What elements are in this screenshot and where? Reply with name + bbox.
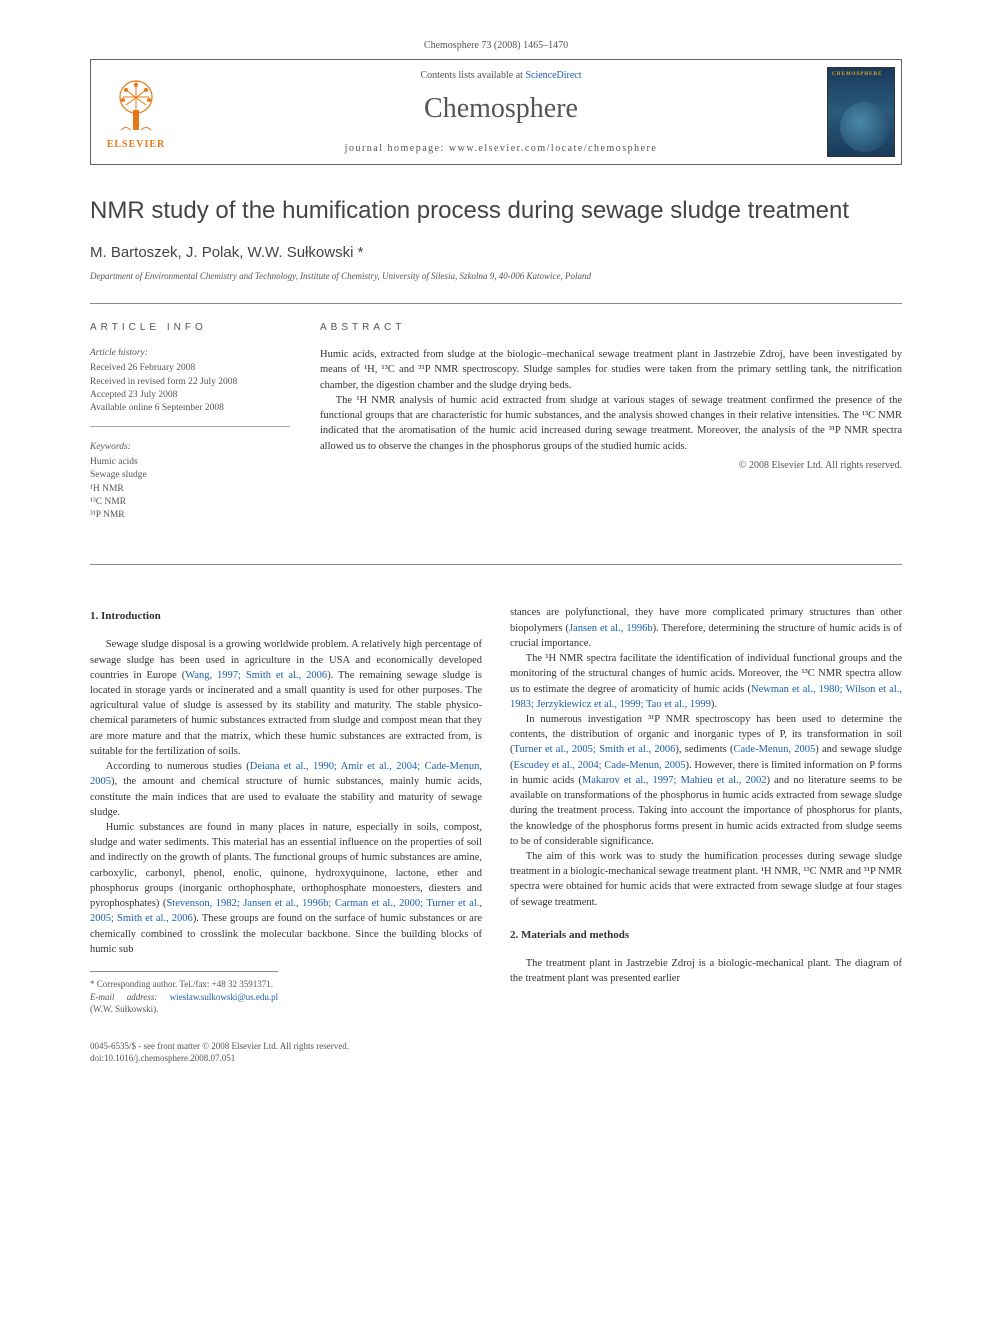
email-label: E-mail address: xyxy=(90,992,170,1002)
text-run: ). xyxy=(711,699,717,710)
cover-image: CHEMOSPHERE xyxy=(827,67,895,157)
citation-link[interactable]: Wang, 1997; Smith et al., 2006 xyxy=(185,670,327,681)
keyword-item: ¹H NMR xyxy=(90,483,290,496)
intro-p6: The aim of this work was to study the hu… xyxy=(510,849,902,910)
methods-heading: 2. Materials and methods xyxy=(510,928,902,944)
corr-email-line: E-mail address: wieslaw.sulkowski@us.edu… xyxy=(90,991,278,1016)
header-center: Contents lists available at ScienceDirec… xyxy=(181,60,821,164)
cover-title-text: CHEMOSPHERE xyxy=(832,72,890,77)
citation-link[interactable]: Cade-Menun, 2005 xyxy=(734,744,816,755)
abstract-column: ABSTRACT Humic acids, extracted from slu… xyxy=(320,322,902,546)
keywords-block: Keywords: Humic acids Sewage sludge ¹H N… xyxy=(90,441,290,533)
elsevier-tree-icon xyxy=(111,75,161,135)
journal-cover-thumb: CHEMOSPHERE xyxy=(821,60,901,164)
corr-author-line: * Corresponding author. Tel./fax: +48 32… xyxy=(90,978,278,991)
intro-heading: 1. Introduction xyxy=(90,609,482,625)
article-history-block: Article history: Received 26 February 20… xyxy=(90,347,290,426)
intro-p1: Sewage sludge disposal is a growing worl… xyxy=(90,637,482,759)
intro-p3-cont: stances are polyfunctional, they have mo… xyxy=(510,605,902,651)
intro-p4: The ¹H NMR spectra facilitate the identi… xyxy=(510,651,902,712)
text-run: ), the amount and chemical structure of … xyxy=(90,776,482,817)
citation-link[interactable]: Turner et al., 2005; Smith et al., 2006 xyxy=(514,744,676,755)
publisher-name: ELSEVIER xyxy=(107,139,166,150)
citation-link[interactable]: Jansen et al., 1996b xyxy=(569,623,653,634)
body-columns: 1. Introduction Sewage sludge disposal i… xyxy=(90,605,902,1015)
cover-globe-icon xyxy=(840,102,890,152)
affiliation-line: Department of Environmental Chemistry an… xyxy=(90,271,902,281)
contents-available-line: Contents lists available at ScienceDirec… xyxy=(420,70,581,81)
citation-link[interactable]: Escudey et al., 2004; Cade-Menun, 2005 xyxy=(514,760,686,771)
corresponding-footnote: * Corresponding author. Tel./fax: +48 32… xyxy=(90,971,278,1016)
abstract-p1: Humic acids, extracted from sludge at th… xyxy=(320,347,902,393)
email-suffix: (W.W. Sułkowski). xyxy=(90,1004,158,1014)
intro-p2: According to numerous studies (Deiana et… xyxy=(90,759,482,820)
history-revised: Received in revised form 22 July 2008 xyxy=(90,376,290,389)
footer-doi: doi:10.1016/j.chemosphere.2008.07.051 xyxy=(90,1052,902,1065)
text-run: According to numerous studies ( xyxy=(106,761,250,772)
email-link[interactable]: wieslaw.sulkowski@us.edu.pl xyxy=(170,992,278,1002)
authors-line: M. Bartoszek, J. Polak, W.W. Sułkowski * xyxy=(90,244,902,261)
footer-front-matter: 0045-6535/$ - see front matter © 2008 El… xyxy=(90,1040,902,1053)
article-title: NMR study of the humification process du… xyxy=(90,195,902,226)
citation-line: Chemosphere 73 (2008) 1465–1470 xyxy=(90,40,902,51)
keyword-item: ³¹P NMR xyxy=(90,509,290,522)
journal-name: Chemosphere xyxy=(424,93,578,125)
article-info-label: ARTICLE INFO xyxy=(90,322,290,333)
abstract-p2: The ¹H NMR analysis of humic acid extrac… xyxy=(320,393,902,454)
history-heading: Article history: xyxy=(90,347,290,360)
text-run: ). The remaining sewage sludge is locate… xyxy=(90,670,482,757)
journal-homepage-line: journal homepage: www.elsevier.com/locat… xyxy=(345,143,658,154)
journal-header-box: ELSEVIER Contents lists available at Sci… xyxy=(90,59,902,165)
intro-p5: In numerous investigation ³¹P NMR spectr… xyxy=(510,712,902,849)
abstract-label: ABSTRACT xyxy=(320,322,902,333)
keyword-item: Humic acids xyxy=(90,456,290,469)
abstract-text: Humic acids, extracted from sludge at th… xyxy=(320,347,902,454)
keywords-heading: Keywords: xyxy=(90,441,290,454)
contents-prefix: Contents lists available at xyxy=(420,70,525,81)
text-run: ), sediments ( xyxy=(675,744,733,755)
text-run: Humic substances are found in many place… xyxy=(90,822,482,909)
citation-link[interactable]: Makarov et al., 1997; Mahieu et al., 200… xyxy=(582,775,767,786)
history-accepted: Accepted 23 July 2008 xyxy=(90,389,290,402)
keyword-item: ¹³C NMR xyxy=(90,496,290,509)
page-footer: 0045-6535/$ - see front matter © 2008 El… xyxy=(90,1040,902,1065)
sciencedirect-link[interactable]: ScienceDirect xyxy=(525,70,581,81)
history-received: Received 26 February 2008 xyxy=(90,362,290,375)
keyword-item: Sewage sludge xyxy=(90,469,290,482)
publisher-logo-block: ELSEVIER xyxy=(91,60,181,164)
abstract-copyright: © 2008 Elsevier Ltd. All rights reserved… xyxy=(320,460,902,471)
article-info-column: ARTICLE INFO Article history: Received 2… xyxy=(90,322,290,546)
section-divider xyxy=(90,564,902,565)
history-online: Available online 6 September 2008 xyxy=(90,402,290,415)
meta-abstract-row: ARTICLE INFO Article history: Received 2… xyxy=(90,303,902,546)
intro-p3: Humic substances are found in many place… xyxy=(90,820,482,957)
methods-p1: The treatment plant in Jastrzebie Zdroj … xyxy=(510,956,902,986)
